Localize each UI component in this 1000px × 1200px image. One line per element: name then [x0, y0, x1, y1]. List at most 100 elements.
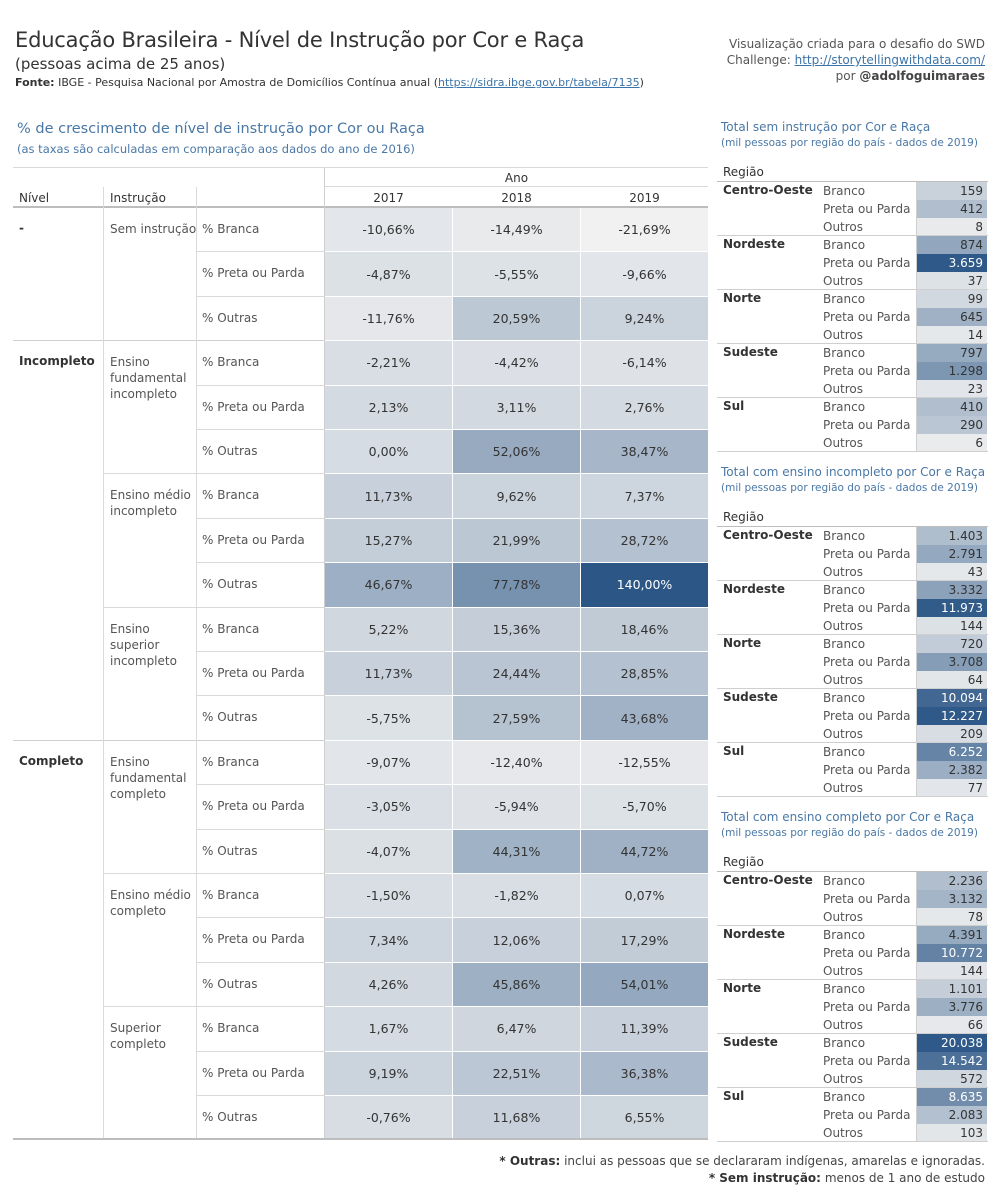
header-ano: Ano [504, 171, 529, 185]
side-region-divider [717, 1141, 988, 1142]
side-value-cell: 12.227 [917, 707, 987, 725]
item-divider [103, 873, 325, 874]
header-ano-divider [325, 186, 708, 187]
side-region-label: Nordeste [723, 927, 785, 941]
side-value-cell: 99 [917, 290, 987, 308]
side-category-label: Outros [823, 673, 864, 687]
side-region-header: Região [723, 855, 764, 869]
instrucao-label-line: Ensino [110, 621, 150, 636]
heatmap-cell: 12,06% [453, 918, 580, 962]
side-category-label: Preta ou Parda [823, 364, 911, 378]
metric-label: % Outras [202, 310, 258, 325]
side-region-label: Centro-Oeste [723, 873, 813, 887]
side-region-divider [717, 235, 988, 236]
header-year-2018: 2018 [501, 191, 532, 205]
instrucao-label-line: completo [110, 786, 167, 801]
header-year-2017: 2017 [373, 191, 404, 205]
heatmap-cell: -1,50% [325, 874, 452, 918]
side-category-label: Outros [823, 328, 864, 342]
credit-prefix: por [835, 69, 856, 83]
group-divider [13, 340, 325, 342]
footnote-outras-text: inclui as pessoas que se declararam indí… [564, 1154, 985, 1168]
side-panel-title: Total com ensino incompleto por Cor e Ra… [721, 465, 986, 479]
side-region-divider [717, 397, 988, 398]
row-divider [196, 961, 325, 963]
heatmap-cell: -11,76% [325, 296, 452, 341]
heatmap-cell: -2,21% [325, 341, 452, 385]
heatmap-cell: 36,38% [581, 1051, 708, 1095]
instrucao-label: Ensino superior incompleto [110, 621, 200, 669]
heatmap-cell: -0,76% [325, 1096, 452, 1140]
row-divider [196, 651, 325, 652]
heatmap-cell: -5,70% [581, 785, 708, 829]
side-region-header: Região [723, 510, 764, 524]
side-category-label: Outros [823, 436, 864, 450]
side-value-cell: 11.973 [917, 599, 987, 617]
side-region-divider [717, 1087, 988, 1088]
side-region-label: Sudeste [723, 1035, 778, 1049]
heatmap-cell: 44,31% [453, 829, 580, 873]
heatmap-cell: 9,24% [581, 296, 708, 341]
instrucao-label-line: Ensino [110, 754, 150, 769]
side-category-label: Preta ou Parda [823, 892, 911, 906]
side-region-divider [717, 688, 988, 689]
footnote-sem-instrucao-text: menos de 1 ano de estudo [824, 1171, 985, 1185]
side-category-label: Branco [823, 1090, 866, 1104]
header-instrucao: Instrução [110, 191, 166, 205]
heatmap-cell: 24,44% [453, 652, 580, 696]
metric-label: % Outras [202, 976, 258, 991]
metric-label: % Preta ou Parda [202, 1065, 305, 1080]
footnote-sem-instrucao-label: * Sem instrução: [708, 1171, 821, 1185]
side-value-cell: 8 [917, 218, 987, 236]
heatmap-cell: 44,72% [581, 829, 708, 873]
side-header-line [717, 181, 988, 182]
nivel-label: Completo [19, 753, 84, 768]
side-category-label: Preta ou Parda [823, 763, 911, 777]
metric-label: % Preta ou Parda [202, 399, 305, 414]
side-category-label: Preta ou Parda [823, 1054, 911, 1068]
row-divider [196, 429, 325, 430]
side-category-label: Branco [823, 583, 866, 597]
heatmap-cell: 7,34% [325, 918, 452, 962]
heatmap-cell: 4,26% [325, 962, 452, 1007]
heatmap-cell: 3,11% [453, 385, 580, 429]
side-value-cell: 37 [917, 272, 987, 290]
metric-label: % Preta ou Parda [202, 799, 305, 814]
footnote-sem-instrucao: * Sem instrução: menos de 1 ano de estud… [499, 1170, 985, 1187]
heatmap-cell: -3,05% [325, 785, 452, 829]
side-region-divider [717, 289, 988, 290]
heatmap-cell: 1,67% [325, 1007, 452, 1051]
metric-label: % Preta ou Parda [202, 666, 305, 680]
side-region-divider [717, 634, 988, 635]
credit-link[interactable]: http://storytellingwithdata.com/ [794, 53, 985, 67]
source-link[interactable]: https://sidra.ibge.gov.br/tabela/7135 [438, 76, 640, 89]
side-value-cell: 797 [917, 344, 987, 362]
heatmap-cell: -9,07% [325, 740, 452, 785]
metric-label: % Preta ou Parda [202, 932, 305, 947]
side-value-cell: 645 [917, 308, 987, 326]
side-category-label: Branco [823, 1036, 866, 1050]
side-category-label: Preta ou Parda [823, 946, 911, 960]
side-value-cell: 23 [917, 380, 987, 398]
metric-label: % Outras [202, 710, 258, 725]
heatmap-cell: 43,68% [581, 696, 708, 740]
credit-challenge-label: Challenge: [726, 53, 791, 67]
nivel-label: Incompleto [19, 354, 95, 369]
group-divider [13, 739, 325, 741]
source-line: Fonte: IBGE - Pesquisa Nacional por Amos… [15, 76, 644, 89]
side-category-label: Branco [823, 637, 866, 651]
side-value-divider [916, 182, 917, 452]
instrucao-label: Ensino fundamental incompleto [110, 354, 200, 402]
side-category-label: Branco [823, 982, 866, 996]
side-region-divider [717, 925, 988, 926]
side-header-line [717, 871, 988, 872]
side-region-divider [717, 742, 988, 743]
instrucao-label: Superior completo [110, 1020, 200, 1052]
heatmap-cell: 6,55% [581, 1096, 708, 1140]
side-value-cell: 290 [917, 416, 987, 434]
side-category-label: Preta ou Parda [823, 202, 911, 216]
credit-line-1: Visualização criada para o desafio do SW… [729, 37, 985, 51]
side-value-cell: 874 [917, 236, 987, 254]
side-category-label: Outros [823, 220, 864, 234]
header-bottom-line [13, 206, 708, 208]
